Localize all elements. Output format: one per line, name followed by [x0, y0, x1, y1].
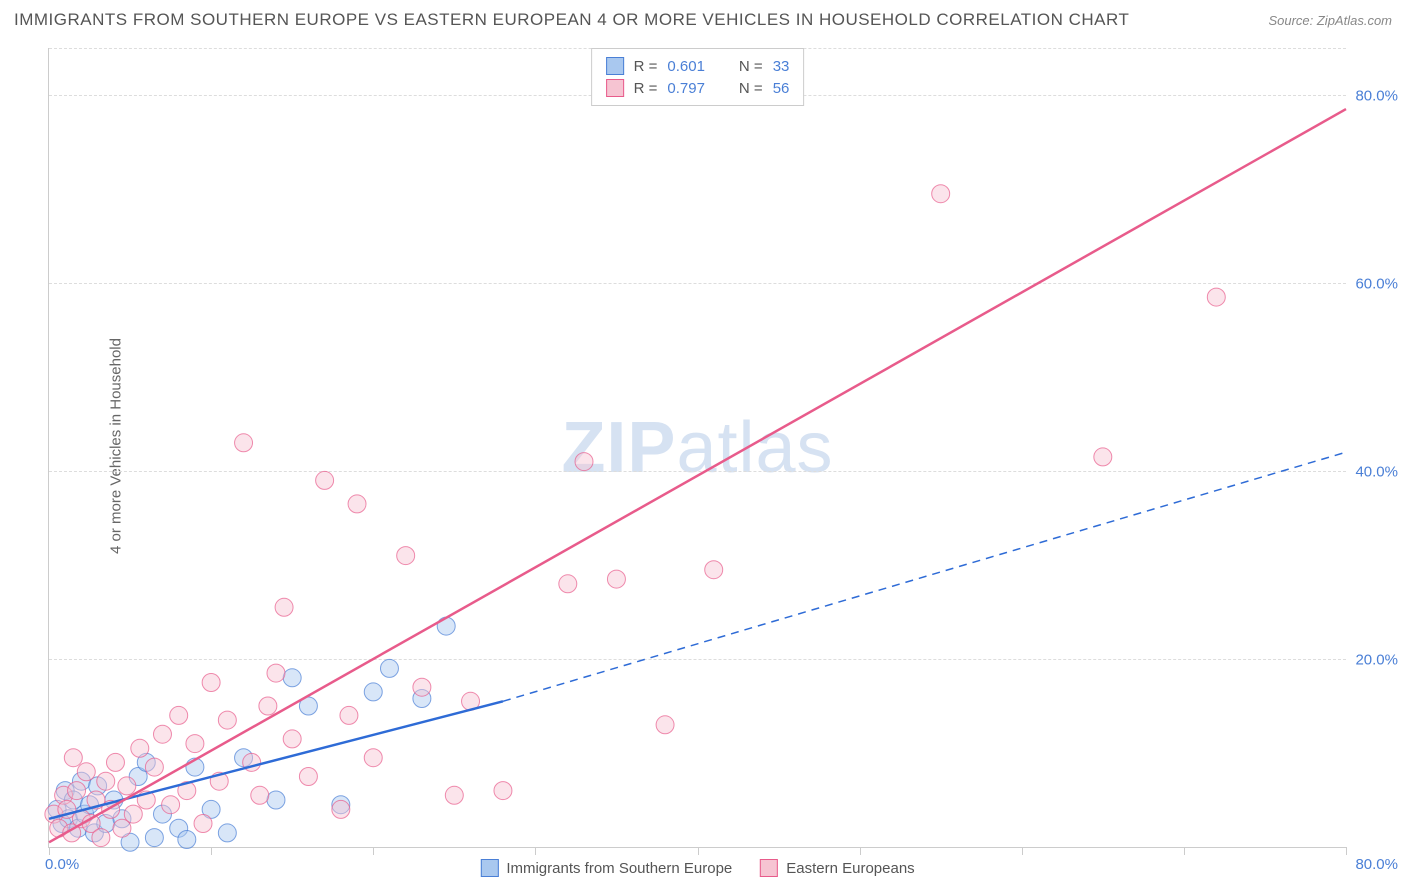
- trendline-solid: [49, 109, 1346, 842]
- data-point: [251, 786, 269, 804]
- y-tick-label: 40.0%: [1355, 464, 1398, 481]
- x-tick: [1184, 847, 1185, 855]
- legend-r-value: 0.797: [667, 80, 705, 97]
- y-tick-label: 20.0%: [1355, 652, 1398, 669]
- x-tick: [1022, 847, 1023, 855]
- data-point: [656, 716, 674, 734]
- data-point: [348, 495, 366, 513]
- data-point: [316, 471, 334, 489]
- data-point: [202, 674, 220, 692]
- data-point: [932, 185, 950, 203]
- data-point: [364, 683, 382, 701]
- data-point: [145, 758, 163, 776]
- legend-r-label: R =: [634, 58, 658, 75]
- series-legend: Immigrants from Southern Europe Eastern E…: [480, 859, 914, 877]
- data-point: [186, 735, 204, 753]
- x-axis-max-label: 80.0%: [1355, 856, 1398, 873]
- data-point: [364, 749, 382, 767]
- correlation-legend-row: R = 0.601 N = 33: [606, 55, 790, 77]
- data-point: [178, 830, 196, 848]
- data-point: [194, 815, 212, 833]
- data-point: [77, 763, 95, 781]
- data-point: [413, 678, 431, 696]
- legend-n-value: 33: [773, 58, 790, 75]
- legend-n-label: N =: [739, 80, 763, 97]
- legend-r-value: 0.601: [667, 58, 705, 75]
- data-point: [218, 824, 236, 842]
- data-point: [118, 777, 136, 795]
- legend-swatch: [606, 57, 624, 75]
- data-point: [275, 598, 293, 616]
- data-point: [1094, 448, 1112, 466]
- source-attribution: Source: ZipAtlas.com: [1268, 13, 1392, 28]
- correlation-legend: R = 0.601 N = 33 R = 0.797 N = 56: [591, 48, 805, 106]
- correlation-legend-row: R = 0.797 N = 56: [606, 77, 790, 99]
- x-tick: [211, 847, 212, 855]
- y-tick-label: 80.0%: [1355, 88, 1398, 105]
- legend-swatch: [760, 859, 778, 877]
- data-point: [170, 706, 188, 724]
- x-tick: [535, 847, 536, 855]
- data-point: [68, 782, 86, 800]
- series-legend-label: Immigrants from Southern Europe: [506, 860, 732, 877]
- title-bar: IMMIGRANTS FROM SOUTHERN EUROPE VS EASTE…: [14, 10, 1392, 30]
- data-point: [299, 768, 317, 786]
- legend-n-label: N =: [739, 58, 763, 75]
- legend-swatch: [606, 79, 624, 97]
- data-point: [267, 791, 285, 809]
- x-axis-origin-label: 0.0%: [45, 856, 79, 873]
- data-point: [64, 749, 82, 767]
- data-point: [340, 706, 358, 724]
- legend-r-label: R =: [634, 80, 658, 97]
- x-tick: [698, 847, 699, 855]
- x-tick: [49, 847, 50, 855]
- data-point: [267, 664, 285, 682]
- data-point: [218, 711, 236, 729]
- data-point: [575, 453, 593, 471]
- data-point: [607, 570, 625, 588]
- legend-n-value: 56: [773, 80, 790, 97]
- x-tick: [373, 847, 374, 855]
- data-point: [97, 772, 115, 790]
- data-point: [283, 730, 301, 748]
- data-point: [145, 829, 163, 847]
- data-point: [259, 697, 277, 715]
- data-point: [559, 575, 577, 593]
- data-point: [124, 805, 142, 823]
- data-point: [162, 796, 180, 814]
- data-point: [380, 659, 398, 677]
- data-point: [1207, 288, 1225, 306]
- data-point: [106, 753, 124, 771]
- legend-swatch: [480, 859, 498, 877]
- series-legend-item: Immigrants from Southern Europe: [480, 859, 732, 877]
- y-tick-label: 60.0%: [1355, 276, 1398, 293]
- series-legend-label: Eastern Europeans: [786, 860, 914, 877]
- x-tick: [1346, 847, 1347, 855]
- plot-area: ZIPatlas 20.0%40.0%60.0%80.0% 0.0% 80.0%…: [48, 48, 1346, 848]
- data-point: [437, 617, 455, 635]
- data-point: [445, 786, 463, 804]
- data-point: [235, 434, 253, 452]
- data-point: [397, 547, 415, 565]
- data-point: [494, 782, 512, 800]
- data-point: [92, 829, 110, 847]
- data-point: [332, 800, 350, 818]
- chart-title: IMMIGRANTS FROM SOUTHERN EUROPE VS EASTE…: [14, 10, 1129, 30]
- data-point: [283, 669, 301, 687]
- x-tick: [860, 847, 861, 855]
- data-point: [705, 561, 723, 579]
- scatter-plot: [49, 48, 1346, 847]
- data-point: [131, 739, 149, 757]
- data-point: [153, 725, 171, 743]
- trendline-dashed: [503, 452, 1346, 701]
- series-legend-item: Eastern Europeans: [760, 859, 914, 877]
